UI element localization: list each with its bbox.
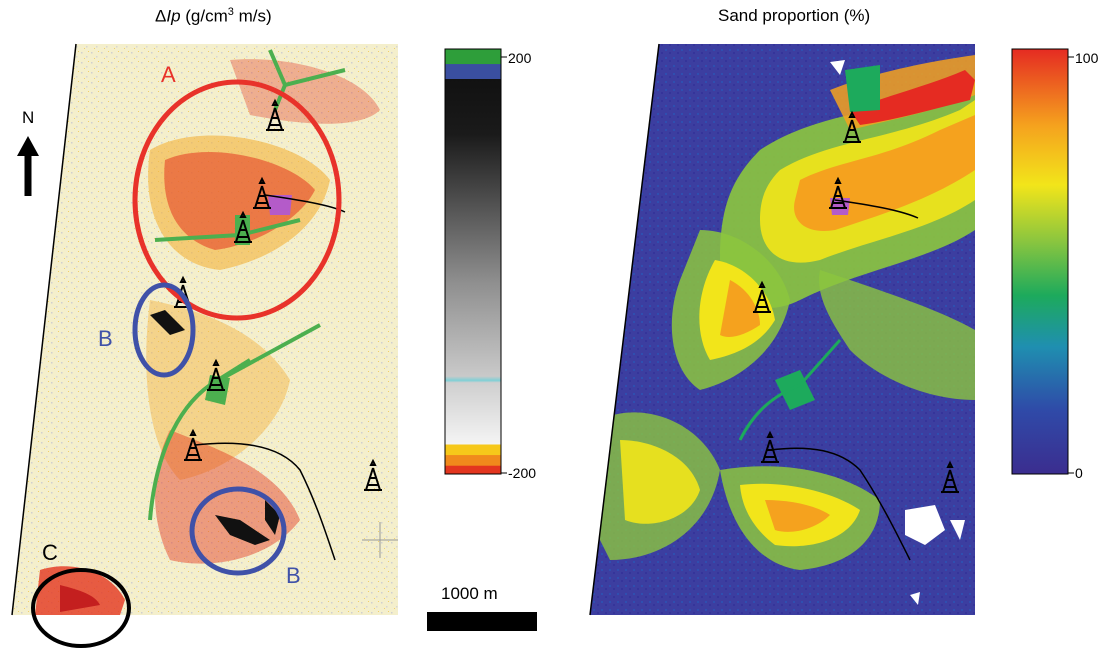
left-ip-map <box>11 43 398 616</box>
ip-colorbar-min-label: -200 <box>508 465 537 481</box>
region-a-label: A <box>161 62 176 87</box>
region-b-label-upper: B <box>98 326 113 351</box>
region-b1-outline <box>132 282 196 378</box>
scale-bar <box>427 612 537 631</box>
right-panel-title: Sand proportion (%) <box>718 6 871 25</box>
right-sand-map <box>589 43 975 616</box>
region-a-outline <box>132 79 342 321</box>
region-c-label: C <box>42 540 58 565</box>
region-c-outline <box>31 568 131 648</box>
sand-colorbar-min-label: 0 <box>1075 465 1083 481</box>
sand-colorbar <box>1011 48 1069 475</box>
region-b2-outline <box>189 486 287 576</box>
north-label: N <box>22 108 35 127</box>
sand-colorbar-max-label: 100 <box>1075 50 1099 66</box>
region-b-label-lower: B <box>286 563 301 588</box>
scale-bar-label: 1000 m <box>441 584 498 603</box>
left-panel-title: ΔIp (g/cm3 m/s) <box>155 6 272 26</box>
ip-colorbar-max-label: 200 <box>508 50 532 66</box>
ip-colorbar <box>444 48 502 475</box>
north-arrow-icon <box>17 136 39 196</box>
